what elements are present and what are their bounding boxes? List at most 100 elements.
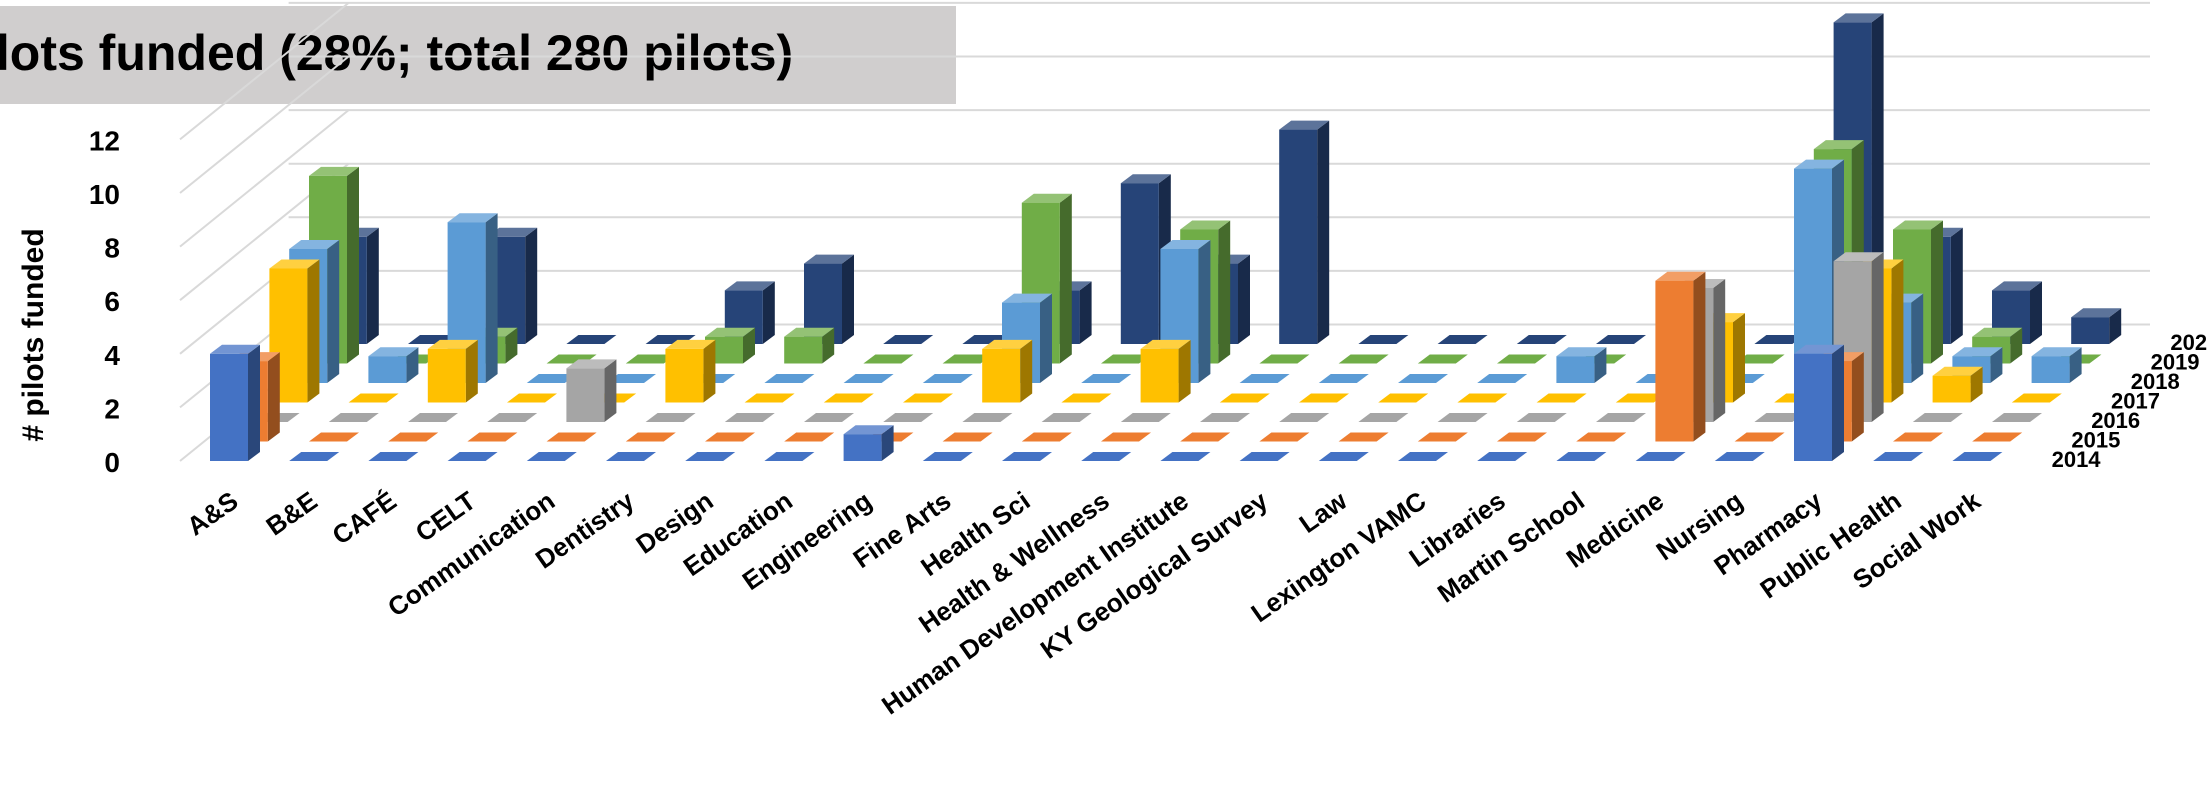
bar-2019-15 bbox=[1497, 354, 1547, 364]
bar-2015-22 bbox=[1972, 432, 2023, 442]
bar-2017-5 bbox=[665, 339, 716, 403]
bar-2016-21 bbox=[1912, 413, 1963, 422]
bar-2015-16 bbox=[1497, 432, 1547, 442]
bar-2015-18 bbox=[1655, 271, 1706, 442]
bar-2014-6 bbox=[685, 452, 736, 461]
bar-2017-16 bbox=[1536, 393, 1587, 403]
bar-2015-1 bbox=[309, 432, 359, 442]
y-tick-label: 8 bbox=[104, 233, 120, 264]
bar-2015-13 bbox=[1259, 432, 1310, 442]
category-label: Law bbox=[1294, 485, 1353, 539]
bar-2015-9 bbox=[942, 432, 993, 442]
bar-2017-7 bbox=[823, 393, 874, 403]
bar-2020-12 bbox=[1279, 120, 1330, 344]
bar-2014-5 bbox=[606, 452, 656, 461]
bar-2014-9 bbox=[922, 452, 973, 461]
gridline-side bbox=[179, 109, 350, 248]
bar-2015-11 bbox=[1101, 432, 1151, 442]
bar-2014-3 bbox=[447, 452, 498, 461]
bar-2016-15 bbox=[1437, 413, 1488, 422]
series-label-2019: 2019 bbox=[2151, 350, 2200, 375]
bar-2014-1 bbox=[289, 452, 340, 461]
bar-2018-10 bbox=[1081, 374, 1132, 383]
bar-2014-7 bbox=[764, 452, 815, 461]
bar-2020-13 bbox=[1358, 335, 1409, 344]
y-tick-label: 12 bbox=[89, 125, 120, 156]
chart-title: ilots funded (28%; total 280 pilots) bbox=[0, 25, 794, 81]
bar-2017-1 bbox=[348, 393, 399, 403]
bar-2017-14 bbox=[1378, 393, 1429, 403]
category-label: CAFÉ bbox=[327, 485, 402, 550]
bar-2016-4 bbox=[566, 359, 617, 422]
bar-2016-22 bbox=[1992, 413, 2042, 422]
bar-2015-6 bbox=[705, 432, 755, 442]
bar-2014-2 bbox=[368, 452, 419, 461]
bar-2016-11 bbox=[1120, 413, 1171, 422]
bar-2014-12 bbox=[1160, 452, 1211, 461]
bar-2015-15 bbox=[1417, 432, 1468, 442]
bar-2017-6 bbox=[744, 393, 795, 403]
bar-2018-1 bbox=[368, 347, 419, 383]
bar-2018-22 bbox=[2031, 347, 2082, 383]
bar-2020-15 bbox=[1516, 335, 1567, 344]
bar-2016-6 bbox=[724, 413, 775, 422]
bar-2016-13 bbox=[1279, 413, 1330, 422]
bar-2014-21 bbox=[1873, 452, 1924, 461]
bar-2016-14 bbox=[1358, 413, 1409, 422]
series-label-2015: 2015 bbox=[2071, 428, 2120, 453]
bar-2020-16 bbox=[1596, 335, 1646, 344]
bar-2015-2 bbox=[388, 432, 439, 442]
bar-2014-20 bbox=[1794, 344, 1844, 461]
bar-2019-14 bbox=[1417, 354, 1468, 364]
gridline-side bbox=[179, 2, 350, 141]
series-label-2017: 2017 bbox=[2111, 389, 2160, 414]
bar-2017-21 bbox=[1932, 366, 1983, 403]
category-label: A&S bbox=[181, 485, 243, 541]
bar-2014-0 bbox=[210, 344, 260, 461]
bar-2016-19 bbox=[1754, 413, 1805, 422]
bar-2014-16 bbox=[1477, 452, 1528, 461]
bar-2016-1 bbox=[328, 413, 379, 422]
bar-2016-16 bbox=[1516, 413, 1567, 422]
bar-2015-19 bbox=[1734, 432, 1785, 442]
bar-2018-13 bbox=[1318, 374, 1369, 383]
bar-2017-3 bbox=[507, 393, 557, 403]
bar-2019-8 bbox=[942, 354, 993, 364]
bar-2019-6 bbox=[784, 327, 835, 364]
bar-2019-13 bbox=[1338, 354, 1389, 364]
bar-2016-17 bbox=[1596, 413, 1646, 422]
bar-2017-8 bbox=[903, 393, 953, 403]
bar-2014-8 bbox=[843, 425, 894, 461]
bar-2016-12 bbox=[1200, 413, 1250, 422]
bar-2018-12 bbox=[1239, 374, 1290, 383]
bar-2016-8 bbox=[883, 413, 934, 422]
bars bbox=[210, 13, 2122, 461]
series-label-2020: 2020 bbox=[2170, 330, 2207, 355]
bar-2017-12 bbox=[1219, 393, 1270, 403]
bar-2016-3 bbox=[487, 413, 538, 422]
bar-2018-7 bbox=[843, 374, 894, 383]
bar-2014-19 bbox=[1714, 452, 1765, 461]
bar-2014-11 bbox=[1081, 452, 1132, 461]
bar-2019-18 bbox=[1734, 354, 1785, 364]
bar-2018-14 bbox=[1398, 374, 1448, 383]
y-tick-label: 6 bbox=[104, 286, 120, 317]
bar-2019-4 bbox=[625, 354, 676, 364]
y-tick-label: 4 bbox=[104, 340, 120, 371]
bar-2018-4 bbox=[606, 374, 656, 383]
bar-2017-13 bbox=[1299, 393, 1349, 403]
bar-2016-9 bbox=[962, 413, 1013, 422]
bar-2015-17 bbox=[1576, 432, 1627, 442]
bar-2018-3 bbox=[526, 374, 577, 383]
bar-2020-3 bbox=[566, 335, 617, 344]
bar-2014-14 bbox=[1318, 452, 1369, 461]
bar-2019-7 bbox=[863, 354, 914, 364]
bar-2014-22 bbox=[1952, 452, 2003, 461]
bar-2016-10 bbox=[1041, 413, 1092, 422]
bar-2020-14 bbox=[1437, 335, 1488, 344]
bar-2014-13 bbox=[1239, 452, 1290, 461]
gridline-side bbox=[179, 55, 350, 194]
bar-2016-2 bbox=[408, 413, 458, 422]
bar-2019-10 bbox=[1101, 354, 1151, 364]
bar-2016-7 bbox=[804, 413, 854, 422]
